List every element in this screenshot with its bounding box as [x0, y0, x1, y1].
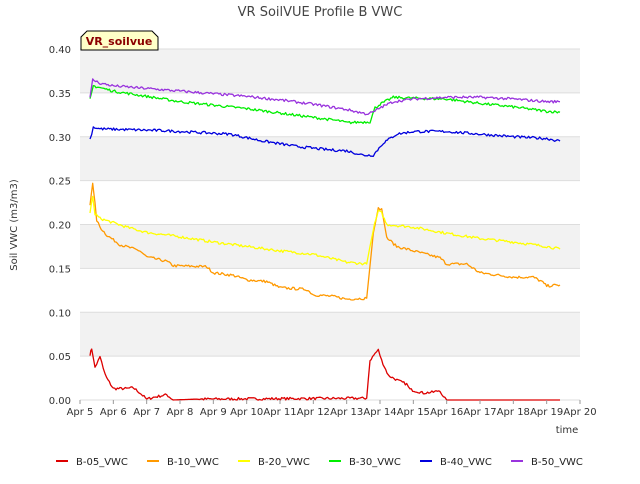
grid-band	[80, 312, 580, 357]
series-line-b-10-vwc	[89, 182, 561, 301]
x-tick-label: Apr 7	[133, 407, 160, 418]
site-badge-box	[80, 30, 159, 51]
series-line-b-05-vwc	[89, 348, 560, 401]
legend-label: B-05_VWC	[76, 457, 128, 468]
site-badge-label: VR_soilvue	[86, 35, 153, 48]
grid-band	[80, 92, 580, 137]
y-tick-label: 0.40	[49, 45, 71, 56]
y-tick-label: 0.25	[49, 177, 71, 188]
legend: B-05_VWC B-10_VWC B-20_VWC B-30_VWC B-40_VWC…	[56, 457, 583, 468]
y-tick-labels: 0.00 0.05 0.10 0.15 0.20 0.25 0.30 0.35 0.40	[49, 45, 71, 407]
y-tick-label: 0.35	[49, 89, 71, 100]
x-tick-label: Apr 20	[563, 407, 596, 418]
series-line-b-40-vwc	[89, 126, 561, 158]
x-tick-labels: Apr 5 Apr 6 Apr 7 Apr 8 Apr 9 Apr 10 Apr 11 Apr…	[67, 400, 597, 418]
x-tick-label: Apr 17	[463, 407, 496, 418]
x-tick-label: Apr 5	[67, 407, 94, 418]
grid-band	[80, 180, 580, 225]
legend-label: B-10_VWC	[167, 457, 219, 468]
y-tick-label: 0.00	[49, 396, 71, 407]
y-tick-label: 0.15	[49, 264, 71, 275]
legend-label: B-20_VWC	[258, 457, 310, 468]
grid-bands	[80, 49, 580, 400]
legend-label: B-50_VWC	[531, 457, 583, 468]
legend-label: B-30_VWC	[349, 457, 401, 468]
x-tick-label: Apr 6	[100, 407, 127, 418]
series-line-b-50-vwc	[89, 78, 561, 116]
y-tick-label: 0.05	[49, 352, 71, 363]
x-axis-label: time	[556, 425, 579, 436]
grid-lines	[80, 48, 580, 401]
x-tick-label: Apr 16	[430, 407, 463, 418]
grid-band	[80, 356, 580, 400]
series-line-b-20-vwc	[89, 195, 561, 266]
legend-label: B-40_VWC	[440, 457, 492, 468]
y-tick-label: 0.10	[49, 308, 71, 319]
series-layer	[89, 78, 561, 401]
x-tick-label: Apr 18	[497, 407, 530, 418]
x-tick-label: Apr 14	[363, 407, 396, 418]
site-badge: VR_soilvue	[80, 30, 159, 51]
series-line-b-30-vwc	[89, 85, 561, 125]
grid-band	[80, 224, 580, 269]
grid-band	[80, 49, 580, 93]
x-tick-label: Apr 15	[397, 407, 430, 418]
x-tick-label: Apr 9	[200, 407, 227, 418]
x-tick-label: Apr 8	[167, 407, 194, 418]
x-tick-label: Apr 10	[230, 407, 263, 418]
x-tick-label: Apr 13	[330, 407, 363, 418]
x-tick-label: Apr 19	[530, 407, 563, 418]
x-tick-label: Apr 12	[297, 407, 330, 418]
chart-title: VR SoilVUE Profile B VWC	[238, 5, 403, 20]
grid-band	[80, 136, 580, 181]
x-tick-label: Apr 11	[263, 407, 296, 418]
y-tick-label: 0.30	[49, 133, 71, 144]
y-axis-label: Soil VWC (m3/m3)	[9, 179, 20, 271]
grid-band	[80, 268, 580, 313]
y-tick-label: 0.20	[49, 221, 71, 232]
